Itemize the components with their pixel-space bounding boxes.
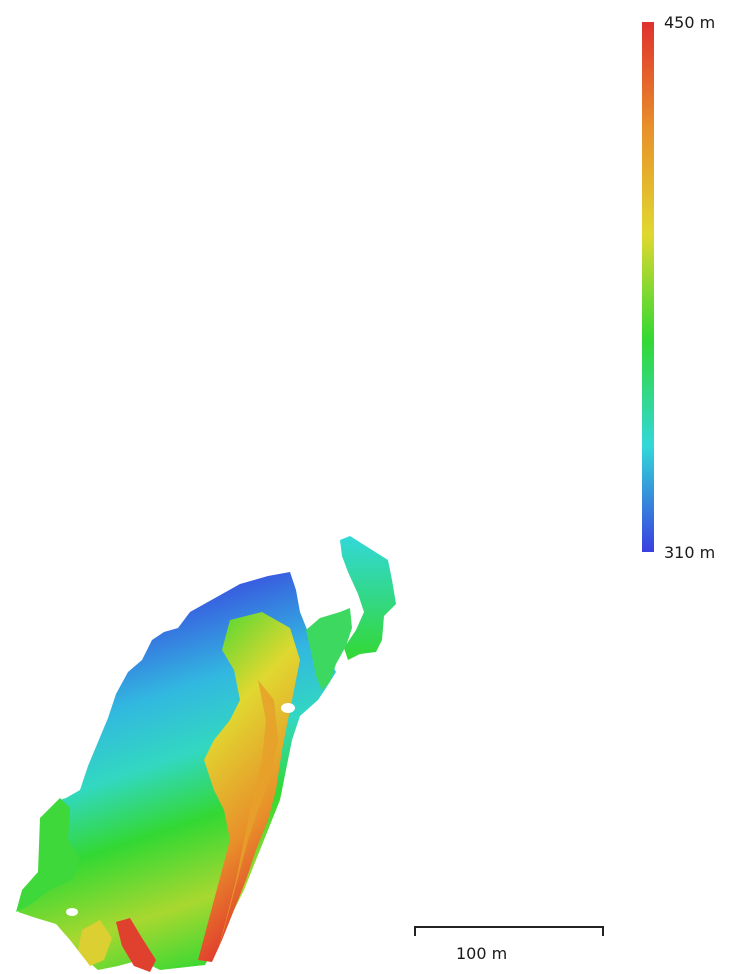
scale-bar-line [414, 926, 604, 928]
terrain-south-spur [116, 918, 156, 972]
legend-min-label: 310 m [664, 543, 716, 562]
legend-max-label: 450 m [664, 13, 716, 32]
scale-bar-tick-right [602, 926, 604, 936]
terrain-hole [281, 703, 295, 713]
scale-bar-label: 100 m [456, 944, 508, 963]
terrain-ridge [198, 612, 300, 962]
terrain-ne-arm [340, 536, 396, 660]
terrain-ridge-core [218, 680, 278, 950]
terrain-west-lobe [16, 798, 80, 912]
elevation-legend-bar [642, 22, 654, 552]
scale-bar-tick-left [414, 926, 416, 936]
scale-bar [414, 926, 604, 938]
terrain-south-yellow [78, 920, 112, 966]
terrain-connector [306, 608, 352, 690]
terrain-hole [66, 908, 78, 916]
